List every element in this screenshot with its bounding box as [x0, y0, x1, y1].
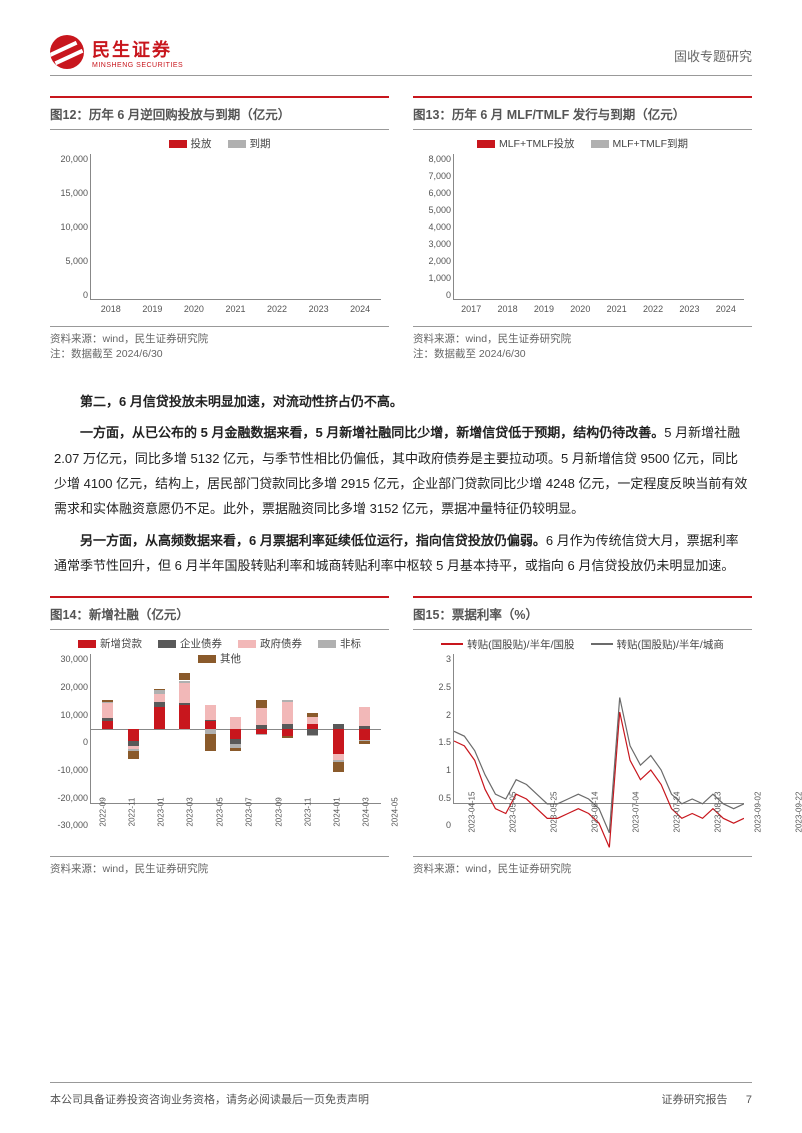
chart12-panel: 图12：历年 6 月逆回购投放与到期（亿元） 投放到期 20,00015,000… [50, 96, 389, 361]
chart13-title-prefix: 图13： [413, 108, 452, 122]
chart13-panel: 图13：历年 6 月 MLF/TMLF 发行与到期（亿元） MLF+TMLF投放… [413, 96, 752, 361]
chart14-source: 资料来源：wind，民生证券研究院 [50, 856, 389, 876]
footer-page-number: 7 [746, 1094, 752, 1106]
p3-lead: 另一方面，从高频数据来看，6 月票据利率延续低位运行，指向信贷投放仍偏弱。 [80, 533, 546, 548]
chart12: 投放到期 20,00015,00010,0005,0000 2018201920… [50, 134, 389, 324]
chart15-panel: 图15：票据利率（%） 转贴(国股贴)/半年/国股转贴(国股贴)/半年/城商 3… [413, 596, 752, 876]
chart12-note: 注：数据截至 2024/6/30 [50, 346, 389, 361]
page-footer: 本公司具备证券投资咨询业务资格，请务必阅读最后一页免责声明 证券研究报告 7 [50, 1082, 752, 1107]
company-name-cn: 民生证券 [92, 36, 183, 62]
company-name-en: MINSHENG SECURITIES [92, 62, 183, 69]
chart13-note: 注：数据截至 2024/6/30 [413, 346, 752, 361]
chart12-source: 资料来源：wind，民生证券研究院 [50, 326, 389, 346]
chart12-title-prefix: 图12： [50, 108, 89, 122]
chart13-title: 历年 6 月 MLF/TMLF 发行与到期（亿元） [452, 108, 685, 122]
brand-logo: 民生证券 MINSHENG SECURITIES [50, 35, 183, 69]
doc-type: 固收专题研究 [674, 46, 752, 69]
chart13-source: 资料来源：wind，民生证券研究院 [413, 326, 752, 346]
p2-lead: 一方面，从已公布的 5 月金融数据来看，5 月新增社融同比少增，新增信贷低于预期… [80, 425, 664, 440]
body-text: 第二，6 月信贷投放未明显加速，对流动性挤占仍不高。 一方面，从已公布的 5 月… [54, 389, 748, 578]
chart15-title: 票据利率（%） [452, 608, 538, 622]
footer-disclaimer: 本公司具备证券投资咨询业务资格，请务必阅读最后一页免责声明 [50, 1091, 369, 1107]
chart14: 新增贷款企业债券政府债券非标其他 30,00020,00010,0000-10,… [50, 634, 389, 854]
chart14-title-prefix: 图14： [50, 608, 89, 622]
chart13: MLF+TMLF投放MLF+TMLF到期 8,0007,0006,0005,00… [413, 134, 752, 324]
footer-report-label: 证券研究报告 [662, 1094, 728, 1106]
page-header: 民生证券 MINSHENG SECURITIES 固收专题研究 [50, 35, 752, 76]
chart14-panel: 图14：新增社融（亿元） 新增贷款企业债券政府债券非标其他 30,00020,0… [50, 596, 389, 876]
chart14-title: 新增社融（亿元） [89, 608, 189, 622]
chart12-title: 历年 6 月逆回购投放与到期（亿元） [89, 108, 290, 122]
chart15: 转贴(国股贴)/半年/国股转贴(国股贴)/半年/城商 32.521.510.50… [413, 634, 752, 854]
chart15-title-prefix: 图15： [413, 608, 452, 622]
p1: 第二，6 月信贷投放未明显加速，对流动性挤占仍不高。 [80, 394, 403, 409]
logo-icon [50, 35, 84, 69]
